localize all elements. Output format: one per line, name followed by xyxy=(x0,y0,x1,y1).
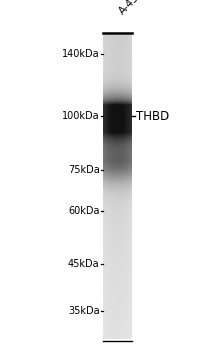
Text: 140kDa: 140kDa xyxy=(62,49,100,59)
Text: 75kDa: 75kDa xyxy=(68,164,100,175)
Text: 100kDa: 100kDa xyxy=(62,111,100,121)
Text: 60kDa: 60kDa xyxy=(68,206,100,216)
Text: A-431: A-431 xyxy=(117,0,146,17)
Text: 45kDa: 45kDa xyxy=(68,259,100,269)
Text: THBD: THBD xyxy=(136,110,170,123)
Text: 35kDa: 35kDa xyxy=(68,306,100,316)
